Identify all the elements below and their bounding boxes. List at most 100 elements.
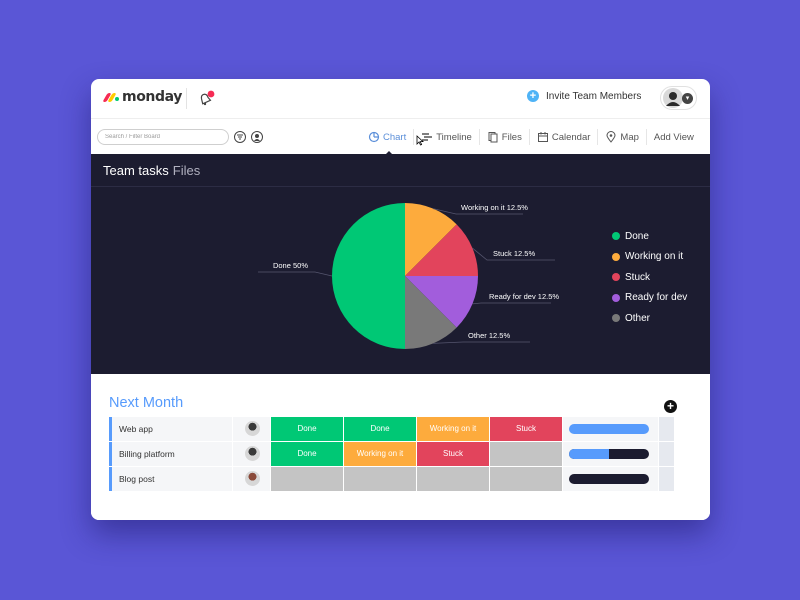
data-label: Stuck 12.5%: [493, 249, 535, 258]
table-row[interactable]: Web app Done Done Working on it Stuck: [109, 417, 678, 442]
tab-label: Add View: [653, 131, 694, 143]
pie-slice-done[interactable]: [332, 203, 405, 349]
tab-chart[interactable]: Chart: [361, 129, 415, 145]
empty-cell: [658, 467, 674, 491]
status-cell[interactable]: Working on it: [416, 417, 489, 441]
pie-slice-ready-for-dev[interactable]: [405, 276, 478, 328]
user-menu[interactable]: ▾: [660, 86, 697, 110]
files-icon: [488, 132, 498, 143]
pie-chart: Done 50% Working on it 12.5% Stuck 12.5% Re…: [258, 203, 559, 349]
search-input[interactable]: [97, 129, 229, 145]
legend-swatch: [612, 293, 620, 302]
active-tab-caret: [384, 151, 394, 156]
tab-files[interactable]: Files: [480, 129, 530, 145]
map-pin-icon: [606, 131, 616, 143]
table-row[interactable]: Blog post: [109, 467, 678, 492]
tab-map[interactable]: Map: [598, 129, 647, 145]
leader-line: [472, 302, 551, 305]
board-title: Team tasks: [103, 163, 169, 178]
person-cell[interactable]: [232, 467, 270, 491]
data-label: Working on it 12.5%: [461, 203, 528, 212]
chart-panel-title: Team tasks Files: [103, 163, 200, 178]
legend-item[interactable]: Stuck: [612, 267, 687, 288]
status-cell[interactable]: [489, 442, 562, 466]
legend-item[interactable]: Done: [612, 226, 687, 247]
status-cell[interactable]: Stuck: [416, 442, 489, 466]
group-rows: Web app Done Done Working on it Stuck Billing…: [109, 417, 678, 492]
avatar: [245, 471, 260, 486]
status-cell[interactable]: Done: [270, 442, 343, 466]
board-toolbar: Chart Timeline Files Calendar Map Add Vi…: [91, 118, 710, 154]
add-column-button[interactable]: +: [664, 400, 677, 413]
legend-item[interactable]: Other: [612, 308, 687, 329]
progress-fill: [569, 424, 649, 434]
logo-mark-icon: [102, 92, 120, 102]
status-cell[interactable]: Working on it: [343, 442, 416, 466]
tab-label: Timeline: [436, 131, 472, 143]
table-row[interactable]: Billing platform Done Working on it Stuck: [109, 442, 678, 467]
leader-line: [432, 341, 530, 344]
avatar: [245, 446, 260, 461]
legend-swatch: [612, 252, 620, 261]
status-cell[interactable]: Done: [343, 417, 416, 441]
view-tabs: Chart Timeline Files Calendar Map Add Vi…: [361, 119, 701, 155]
board-subtitle: Files: [172, 163, 201, 178]
divider: [186, 88, 187, 109]
empty-cell: [658, 442, 674, 466]
status-cell[interactable]: Stuck: [489, 417, 562, 441]
empty-cell: [658, 417, 674, 441]
item-name[interactable]: Blog post: [109, 467, 232, 491]
calendar-icon: [537, 132, 548, 142]
status-cell[interactable]: [489, 467, 562, 491]
progress-bar: [569, 474, 649, 484]
chevron-down-icon: ▾: [682, 93, 693, 104]
top-bar: monday + Invite Team Members ▾: [91, 79, 710, 118]
item-name[interactable]: Billing platform: [109, 442, 232, 466]
add-view-button[interactable]: Add View: [647, 129, 701, 145]
pie-slice-other[interactable]: [405, 276, 457, 349]
timeline-icon: [422, 133, 433, 141]
tab-label: Files: [501, 131, 522, 143]
pie-slice-stuck[interactable]: [405, 224, 478, 276]
data-label: Other 12.5%: [468, 331, 510, 340]
monday-logo[interactable]: monday: [102, 89, 182, 105]
leader-line: [472, 247, 555, 261]
person-cell[interactable]: [232, 417, 270, 441]
status-cell[interactable]: [416, 467, 489, 491]
data-label: Done 50%: [273, 261, 308, 270]
progress-cell: [562, 417, 658, 441]
chart-panel: Team tasks Files Done 50% Working on it 12…: [91, 154, 710, 374]
notification-bell-icon[interactable]: [197, 90, 215, 108]
divider: [91, 186, 710, 187]
person-cell[interactable]: [232, 442, 270, 466]
progress-bar: [569, 449, 649, 459]
legend-label: Stuck: [625, 271, 651, 283]
app-window: monday + Invite Team Members ▾: [91, 79, 710, 520]
invite-label: Invite Team Members: [546, 90, 642, 102]
legend-swatch: [612, 273, 620, 282]
progress-bar: [569, 424, 649, 434]
legend-label: Working on it: [625, 251, 684, 263]
item-name[interactable]: Web app: [109, 417, 232, 441]
avatar: [663, 88, 683, 108]
tab-timeline[interactable]: Timeline: [414, 129, 480, 145]
status-cell[interactable]: [343, 467, 416, 491]
progress-cell: [562, 467, 658, 491]
leader-line: [258, 271, 333, 277]
chart-legend: Done Working on it Stuck Ready for dev Other: [612, 226, 687, 329]
group-title[interactable]: Next Month: [109, 395, 184, 411]
status-cell[interactable]: [270, 467, 343, 491]
legend-item[interactable]: Ready for dev: [612, 288, 687, 309]
legend-label: Done: [625, 230, 649, 242]
status-cell[interactable]: Done: [270, 417, 343, 441]
tab-label: Chart: [383, 131, 407, 143]
logo-text: monday: [122, 89, 182, 105]
filter-icon[interactable]: [234, 131, 246, 143]
invite-team-members-button[interactable]: + Invite Team Members: [527, 90, 641, 102]
tab-calendar[interactable]: Calendar: [530, 129, 599, 145]
legend-item[interactable]: Working on it: [612, 247, 687, 268]
pie-slice-working-on-it[interactable]: [405, 203, 457, 276]
person-filter-icon[interactable]: [251, 131, 263, 143]
progress-cell: [562, 442, 658, 466]
notification-dot-icon: [207, 90, 215, 98]
